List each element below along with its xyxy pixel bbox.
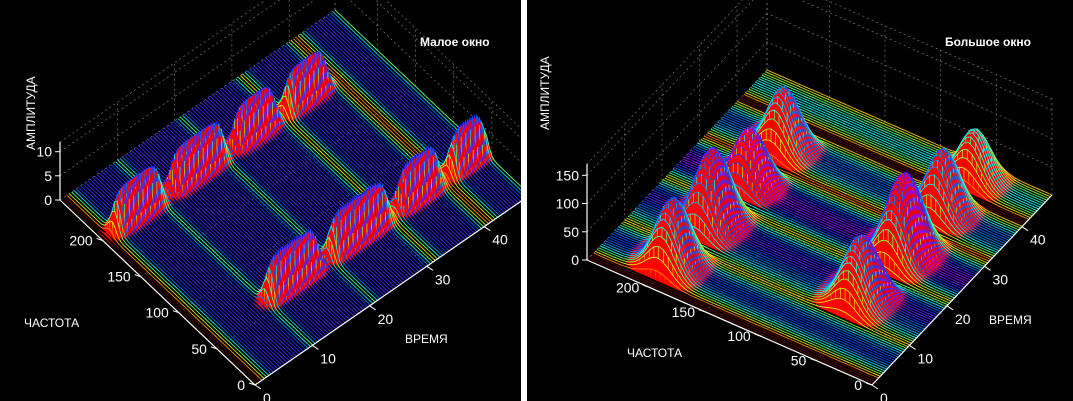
z-tick-label: 0 xyxy=(44,192,52,208)
y-tick-label: 200 xyxy=(69,233,93,249)
x-axis-label: ВРЕМЯ xyxy=(405,332,448,346)
surface-mesh xyxy=(59,9,521,386)
surface-strip-line xyxy=(323,17,519,204)
surface-strip-line xyxy=(66,194,263,381)
surface-strip-line xyxy=(295,36,492,223)
surface-strip-line xyxy=(330,12,521,195)
surface-strip-fill xyxy=(66,195,262,381)
surface-strip-line xyxy=(306,28,503,215)
surface-strip-line xyxy=(309,27,505,213)
surface-strip-line xyxy=(763,73,1049,199)
surface-strip-line xyxy=(297,35,494,221)
y-tick-label: 100 xyxy=(145,305,169,321)
surface-plot-large-window: 0 10 20 30 40 0 50 100 150 200 0 50 100 150 Большое ок… xyxy=(527,0,1073,401)
surface-strip-line xyxy=(760,76,1046,203)
y-tick-label: 0 xyxy=(237,377,245,393)
x-tick-label: 20 xyxy=(378,311,394,327)
z-axis-label: АМПЛИТУДА xyxy=(24,76,38,150)
x-tick-label: 0 xyxy=(263,390,271,401)
surface-plot-left-svg: 0 10 20 30 40 0 50 100 150 200 0 5 10 Малое окно ВРЕМЯ… xyxy=(24,0,521,401)
time-axis xyxy=(254,200,521,386)
x-tick-label: 30 xyxy=(435,271,451,287)
surface-strip-line xyxy=(316,22,512,209)
surface-strip-line xyxy=(753,83,1039,210)
z-tick-label: 10 xyxy=(36,144,52,160)
surface-plot-small-window: 0 10 20 30 40 0 50 100 150 200 0 5 10 Малое окно ВРЕМЯ… xyxy=(0,0,521,401)
surface-strip-line xyxy=(64,196,260,382)
surface-strip-fill xyxy=(64,196,260,382)
chart-title: Малое окно xyxy=(420,35,490,49)
surface-strip-line xyxy=(680,139,967,287)
y-axis-label: ЧАСТОТА xyxy=(24,316,79,330)
y-tick-label: 50 xyxy=(191,341,207,357)
tick-labels: 0 10 20 30 40 0 50 100 150 200 0 5 10 xyxy=(36,144,508,401)
surface-strip-line xyxy=(327,14,521,199)
surface-strip-fill xyxy=(62,198,258,384)
surface-strip-line xyxy=(318,20,515,207)
x-tick-label: 10 xyxy=(320,350,336,366)
surface-strip-line xyxy=(714,102,1000,252)
surface-strip-fill xyxy=(71,192,267,377)
x-tick-label: 40 xyxy=(492,232,508,248)
surface-strip-line xyxy=(302,32,498,218)
surface-strip-line xyxy=(62,198,258,384)
surface-strip-line xyxy=(128,151,325,338)
surface-strip-line xyxy=(325,16,521,202)
y-tick-label: 150 xyxy=(107,269,131,285)
surface-strip-line xyxy=(313,24,510,210)
surface-strip-line xyxy=(332,11,521,191)
surface-strip-line xyxy=(131,150,327,336)
surface-strip-line xyxy=(193,107,390,293)
panel-divider xyxy=(521,0,527,401)
surface-strip-line xyxy=(311,25,508,212)
surface-strip-line xyxy=(320,19,517,205)
surface-strip-line xyxy=(68,193,265,379)
surface-strip-line xyxy=(299,33,496,220)
frequency-axis xyxy=(59,199,256,386)
surface-strip-line xyxy=(334,9,521,188)
surface-strip-line xyxy=(756,80,1043,206)
z-tick-label: 5 xyxy=(44,168,52,184)
surface-strip-line xyxy=(71,191,267,378)
surface-strip-line xyxy=(73,190,270,376)
surface-strip-line xyxy=(244,71,441,258)
surface-strip-line xyxy=(766,69,1053,196)
surface-strip-line xyxy=(304,30,501,217)
surface-strip-line xyxy=(710,118,997,255)
surface-mesh xyxy=(586,69,1053,386)
surface-strip-line xyxy=(246,70,443,257)
